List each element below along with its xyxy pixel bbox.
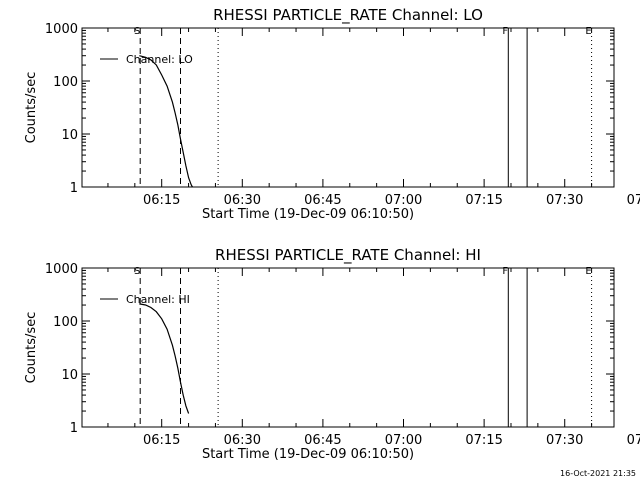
x-tick-label: 07:45 xyxy=(627,193,640,208)
plot-frame xyxy=(81,267,615,428)
x-tick-label: 06:45 xyxy=(304,193,341,208)
x-tick-label: 06:45 xyxy=(304,433,341,448)
x-tick-label: 07:30 xyxy=(546,193,583,208)
legend-entry: Channel: LO xyxy=(126,53,193,66)
series-line xyxy=(139,55,194,187)
event-marker-label: F xyxy=(502,26,508,37)
x-tick-label: 06:15 xyxy=(143,193,180,208)
event-marker-label: S xyxy=(134,26,140,37)
x-tick-label: 06:30 xyxy=(224,433,261,448)
x-tick-label: 07:45 xyxy=(627,433,640,448)
y-tick-label: 1000 xyxy=(45,22,78,37)
x-tick-label: 07:15 xyxy=(465,193,502,208)
x-tick-label: 07:30 xyxy=(546,433,583,448)
legend-entry: Channel: HI xyxy=(126,293,190,306)
y-tick-label: 1 xyxy=(70,181,78,196)
y-tick-label: 100 xyxy=(53,75,78,90)
x-tick-label: 06:15 xyxy=(143,433,180,448)
x-axis-label: Start Time (19-Dec-09 06:10:50) xyxy=(202,447,414,462)
x-tick-label: 06:30 xyxy=(224,193,261,208)
panel-hi: RHESSI PARTICLE_RATE Channel: HI 1 10 100 10… xyxy=(24,246,640,462)
chart-title: RHESSI PARTICLE_RATE Channel: LO xyxy=(213,6,483,25)
event-marker-label: F xyxy=(502,266,508,277)
panel-lo: RHESSI PARTICLE_RATE Channel: LO 1 10 100 10… xyxy=(24,6,640,222)
event-marker-label: E xyxy=(585,266,591,277)
x-tick-label: 07:15 xyxy=(465,433,502,448)
event-marker-label: S xyxy=(134,266,140,277)
x-tick-label: 07:00 xyxy=(385,433,422,448)
y-tick-label: 1 xyxy=(70,421,78,436)
event-marker-label: E xyxy=(585,26,591,37)
y-tick-label: 1000 xyxy=(45,262,78,277)
footer-timestamp: 16-Oct-2021 21:35 xyxy=(560,469,636,478)
x-axis-label: Start Time (19-Dec-09 06:10:50) xyxy=(202,207,414,222)
series-line xyxy=(139,303,190,414)
x-tick-label: 07:00 xyxy=(385,193,422,208)
plot-frame xyxy=(81,27,615,188)
y-axis-label: Counts/sec xyxy=(24,312,39,384)
chart-title: RHESSI PARTICLE_RATE Channel: HI xyxy=(215,246,481,265)
y-axis-label: Counts/sec xyxy=(24,72,39,144)
y-tick-label: 100 xyxy=(53,315,78,330)
y-tick-label: 10 xyxy=(61,128,78,143)
y-tick-label: 10 xyxy=(61,368,78,383)
